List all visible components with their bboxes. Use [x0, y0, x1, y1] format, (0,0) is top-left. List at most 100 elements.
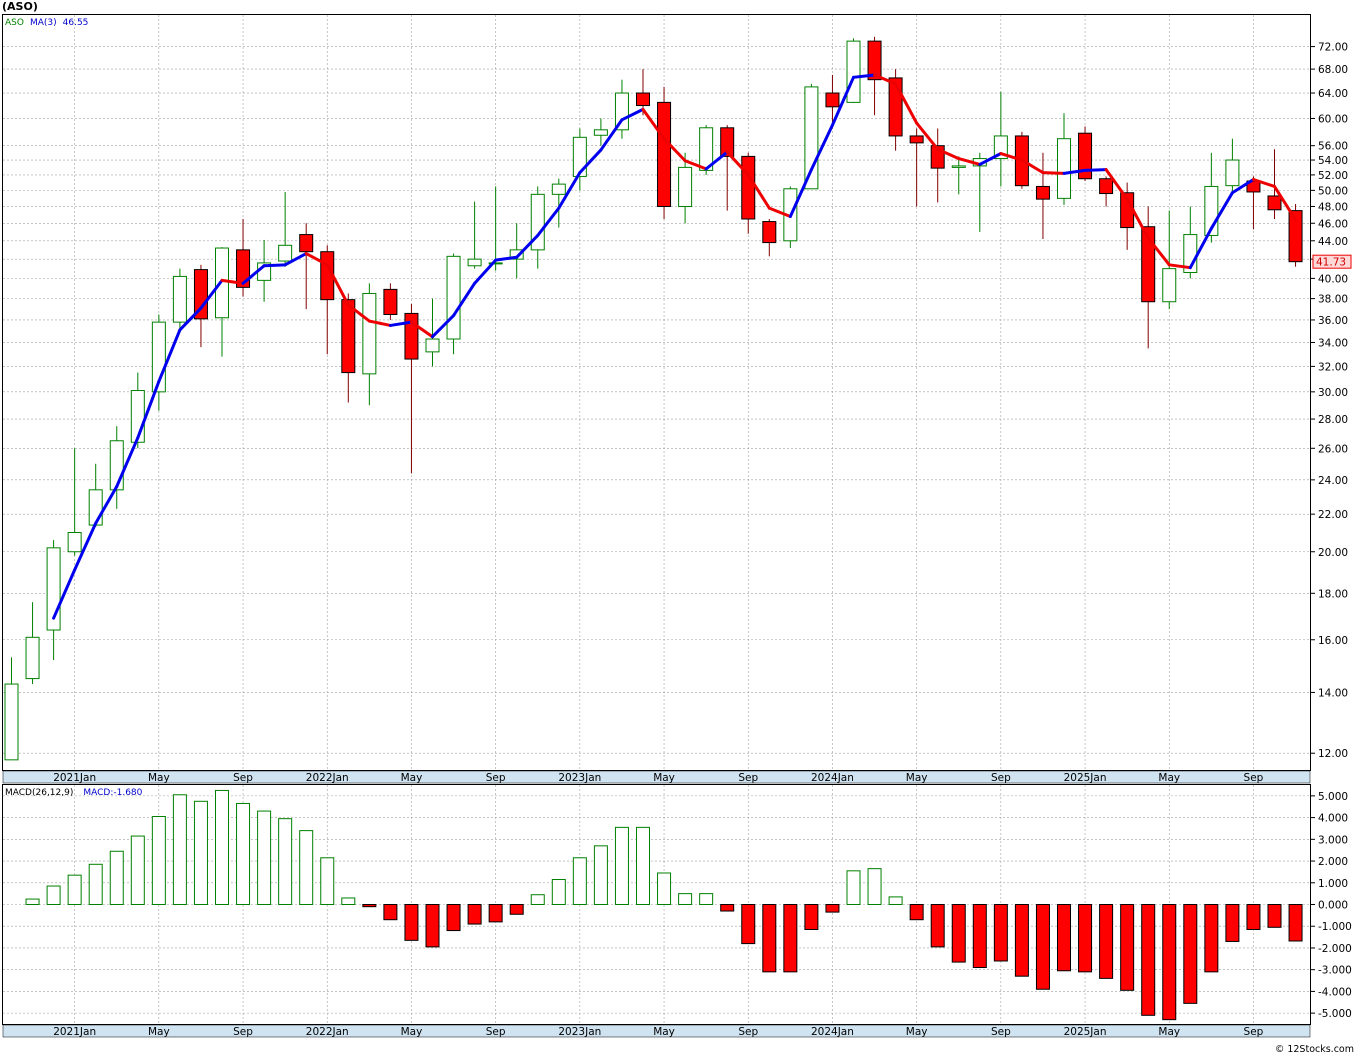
ma-segment [683, 159, 708, 171]
ma-segment [830, 75, 855, 127]
price-tick-label: 50.00 [1318, 185, 1348, 197]
macd-tick-label: -1.000 [1318, 921, 1352, 933]
candle-body [446, 255, 461, 340]
x-tick-label: Sep [1244, 1026, 1264, 1038]
macd-bar-positive [341, 897, 356, 905]
candle-down [636, 69, 650, 116]
price-grid [3, 15, 1310, 770]
macd-bar-negative [1120, 904, 1135, 991]
candle-down [341, 293, 356, 403]
x-tick-label: Sep [233, 1026, 253, 1038]
x-tick-label: May [401, 772, 423, 784]
ma-segment [1125, 197, 1150, 240]
candle-up [25, 602, 40, 685]
candle-body [509, 249, 524, 260]
price-tick-label: 14.00 [1318, 687, 1348, 699]
macd-bar-positive [236, 802, 251, 906]
ma-segment [262, 263, 287, 268]
price-tick-label: 56.00 [1318, 141, 1348, 153]
price-tick-label: 48.00 [1318, 201, 1348, 213]
candle-body [572, 136, 587, 177]
macd-bar-positive [215, 789, 229, 906]
ma-segment [767, 206, 792, 218]
ma-segment [1041, 171, 1066, 175]
candle-up [278, 191, 293, 267]
ma-segment [978, 152, 1003, 166]
candle-body [1035, 185, 1050, 200]
candle-down [1035, 152, 1050, 240]
candle-up [1057, 113, 1071, 205]
macd-bar-positive [846, 870, 861, 906]
x-tick-label: 2025Jan [1064, 1026, 1107, 1038]
macd-bar-negative [951, 904, 966, 963]
x-tick-label: 2023Jan [558, 772, 601, 784]
candle-down [1099, 176, 1114, 207]
macd-x-axis-band [2, 1024, 1311, 1038]
ma-segment [1230, 177, 1255, 195]
candle-body [1057, 138, 1071, 199]
price-tick-label: 60.00 [1318, 113, 1348, 125]
macd-bar-negative [783, 904, 798, 973]
x-tick-label: Sep [991, 1026, 1011, 1038]
macd-tick-label: -4.000 [1318, 986, 1352, 998]
legend-ma-label: MA(3) [30, 18, 57, 28]
macd-bar-negative [972, 904, 987, 969]
candle-body [215, 247, 229, 319]
macd-tick-label: -5.000 [1318, 1008, 1352, 1020]
ma-segment [1167, 263, 1192, 270]
candle-body [614, 92, 629, 131]
candle-body [1225, 159, 1240, 187]
ma-segment [388, 320, 413, 327]
candle-body [762, 221, 777, 244]
ma-segment [304, 252, 329, 267]
price-tick-label: 18.00 [1318, 588, 1348, 600]
ma-segment [136, 379, 161, 440]
macd-bar-negative [509, 904, 524, 915]
ma-segment [1273, 184, 1298, 222]
x-tick-label: May [653, 1026, 675, 1038]
macd-bar-negative [1225, 904, 1240, 942]
macd-tick-label: 1.000 [1318, 878, 1348, 890]
ma-segment [999, 152, 1024, 162]
candle-up [67, 448, 82, 556]
candle-up [846, 38, 861, 104]
x-tick-label: Sep [738, 1026, 758, 1038]
macd-bar-negative [993, 904, 1008, 962]
ma-segment [873, 73, 898, 86]
ma-segment [1083, 168, 1108, 172]
x-tick-label: May [653, 772, 675, 784]
price-tick-label: 24.00 [1318, 475, 1348, 487]
macd-x-axis-labels: 2021Jan May Sep 2022Jan May Sep 2023Jan May Sep 2… [53, 1026, 1263, 1038]
candle-body [1078, 132, 1093, 180]
price-tick-label: 22.00 [1318, 509, 1348, 521]
candle-body [678, 166, 693, 207]
candle-body [657, 101, 672, 207]
price-tick-label: 20.00 [1318, 547, 1348, 559]
macd-bar-positive [109, 850, 124, 906]
macd-bar-negative [1099, 904, 1114, 979]
macd-bar-positive [88, 863, 103, 906]
x-tick-label: May [148, 772, 170, 784]
candle-down [762, 218, 777, 257]
candle-body [720, 127, 735, 157]
candle-body [488, 262, 503, 265]
ma-segment [241, 264, 266, 285]
ma-segment [73, 521, 98, 572]
macd-tick-label: 0.000 [1318, 900, 1348, 912]
ma-segment [409, 320, 434, 339]
candle-body [88, 489, 103, 526]
candle-up [551, 178, 566, 228]
macd-bar-negative [930, 904, 945, 948]
macd-bar-negative [1162, 904, 1177, 1021]
ma-segment [725, 150, 750, 177]
x-tick-label: 2024Jan [811, 772, 854, 784]
macd-bar-negative [825, 904, 840, 913]
candle-up [467, 201, 482, 269]
ma-segment [809, 123, 834, 172]
candle-up [614, 79, 629, 139]
price-tick-label: 32.00 [1318, 361, 1348, 373]
macd-legend: MACD(26,12,9) MACD:-1.680 [5, 788, 143, 798]
price-tick-label: 64.00 [1318, 88, 1348, 100]
ma-segment [788, 168, 813, 218]
price-x-axis-labels: 2021Jan May Sep 2022Jan May Sep 2023Jan May Sep 2… [53, 772, 1263, 784]
